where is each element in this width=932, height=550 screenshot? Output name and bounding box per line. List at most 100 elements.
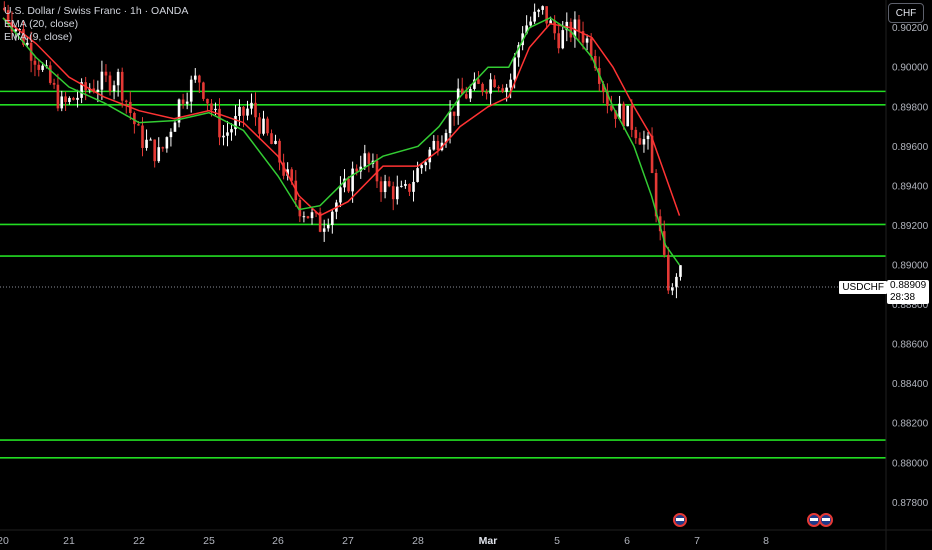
candle-body xyxy=(343,178,346,188)
candle-body xyxy=(169,131,173,138)
candle-body xyxy=(448,111,452,134)
candle-body xyxy=(465,94,468,99)
candle-body xyxy=(218,108,221,138)
candle-body xyxy=(469,88,472,99)
x-tick-label: 22 xyxy=(133,535,145,547)
y-tick-label: 0.88600 xyxy=(892,340,929,351)
candle-body xyxy=(671,287,674,291)
ema9-legend[interactable]: EMA (9, close) xyxy=(4,31,73,43)
candle-body xyxy=(52,82,56,85)
candle-body xyxy=(618,103,621,119)
candle-body xyxy=(581,31,585,43)
candle-body xyxy=(626,105,629,127)
candle-body xyxy=(302,216,306,218)
candle-body xyxy=(331,211,334,225)
candle-body xyxy=(161,147,165,149)
candle-body xyxy=(351,168,354,192)
x-tick-label: 5 xyxy=(554,535,560,547)
candle-body xyxy=(529,21,532,26)
y-tick-label: 0.88000 xyxy=(892,458,929,469)
last-price-value: 0.88909 xyxy=(890,280,927,291)
candle-body xyxy=(210,103,213,111)
candle-body xyxy=(537,9,540,12)
candle-body xyxy=(18,29,21,31)
horizontal-levels xyxy=(0,90,886,459)
candle-body xyxy=(456,88,460,116)
candle-body xyxy=(278,140,281,163)
candle-body xyxy=(290,169,294,181)
candle-body xyxy=(157,147,161,162)
candle-body xyxy=(238,106,241,116)
time-axis[interactable]: 20 21 22 25 26 27 28 Mar 5 6 7 8 xyxy=(0,535,769,547)
candle-body xyxy=(242,106,245,116)
candle-body xyxy=(108,75,112,92)
candle-body xyxy=(359,166,363,172)
candle-body xyxy=(654,172,658,217)
candle-body xyxy=(222,135,225,138)
candle-body xyxy=(80,82,83,98)
candle-body xyxy=(363,153,367,167)
ema-lines xyxy=(2,16,681,266)
candle-body xyxy=(60,96,64,109)
candle-body xyxy=(646,135,650,140)
candle-body xyxy=(493,79,496,88)
candle-body xyxy=(513,57,516,80)
candle-body xyxy=(404,183,407,186)
event-flag-stripe xyxy=(810,518,818,521)
candle-body xyxy=(274,140,277,144)
symbol-title[interactable]: U.S. Dollar / Swiss Franc · 1h · OANDA xyxy=(4,5,189,17)
candle-body xyxy=(250,102,253,109)
candle-body xyxy=(485,91,488,94)
candle-body xyxy=(395,186,399,200)
candle-body xyxy=(254,102,257,118)
y-tick-label: 0.87800 xyxy=(892,498,929,509)
currency-button[interactable]: CHF xyxy=(888,3,924,23)
candle-body xyxy=(391,186,395,200)
candle-body xyxy=(642,139,646,145)
candle-body xyxy=(379,181,383,193)
candle-body xyxy=(22,29,25,45)
candle-body xyxy=(573,19,577,38)
candle-body xyxy=(124,100,128,102)
y-tick-label: 0.88800 xyxy=(892,300,929,311)
candle-body xyxy=(120,71,124,101)
price-axis[interactable]: 0.90200 0.90000 0.89800 0.89600 0.89400 0.892… xyxy=(892,23,929,509)
candle-body xyxy=(177,99,181,123)
candle-body xyxy=(481,83,484,92)
y-tick-label: 0.89200 xyxy=(892,221,929,232)
candle-body xyxy=(473,79,476,89)
candle-body xyxy=(509,79,512,88)
candle-body xyxy=(634,129,638,139)
candle-body xyxy=(318,212,322,232)
candle-body xyxy=(68,97,71,102)
candle-body xyxy=(306,216,310,219)
candle-body xyxy=(477,79,480,84)
candle-body xyxy=(679,265,682,277)
candle-body xyxy=(497,87,500,89)
x-tick-label: 28 xyxy=(412,535,424,547)
candle-body xyxy=(561,30,565,49)
candle-body xyxy=(173,122,177,132)
x-tick-label: 27 xyxy=(342,535,354,547)
candle-body xyxy=(650,135,654,173)
candle-body xyxy=(137,124,140,126)
candle-body xyxy=(96,89,100,92)
candle-body xyxy=(533,11,536,22)
candle-body xyxy=(100,71,104,90)
candle-body xyxy=(569,21,573,38)
candle-body xyxy=(525,25,528,34)
candle-body xyxy=(214,108,217,111)
candle-body xyxy=(56,84,60,109)
candle-body xyxy=(545,6,548,24)
x-tick-label: Mar xyxy=(479,535,498,547)
ema20-legend[interactable]: EMA (20, close) xyxy=(4,18,79,30)
x-tick-label: 7 xyxy=(694,535,700,547)
candle-body xyxy=(286,169,289,176)
candle-body xyxy=(25,42,29,45)
candle-body xyxy=(189,79,193,102)
y-tick-label: 0.89000 xyxy=(892,261,929,272)
candle-body xyxy=(347,178,350,192)
candle-body xyxy=(202,82,205,99)
